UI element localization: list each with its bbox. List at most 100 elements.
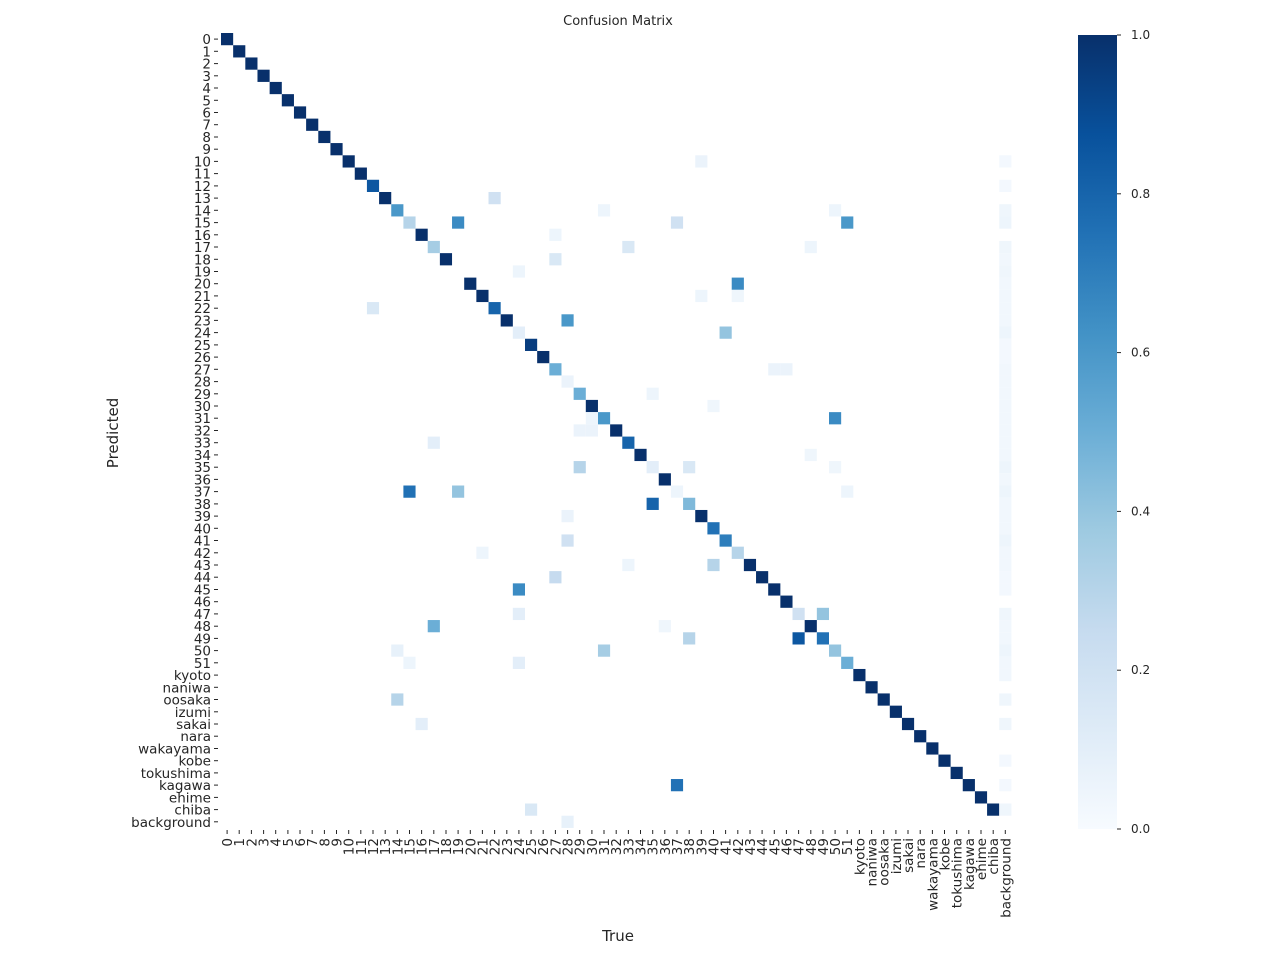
x-tick-label: 1 [232, 838, 248, 847]
x-tick-label: 44 [755, 838, 771, 855]
heatmap-cell [488, 302, 501, 315]
y-tick-label: 34 [194, 448, 211, 464]
y-tick-label: 51 [194, 656, 211, 672]
y-tick-label: 32 [194, 424, 211, 440]
heatmap-cell [683, 497, 696, 510]
heatmap-cell [670, 216, 684, 229]
y-tick-label: 18 [194, 252, 211, 268]
heatmap-cell [646, 497, 659, 510]
x-tick-label: 10 [342, 838, 358, 855]
heatmap-cell [415, 717, 428, 731]
y-axis-label: Predicted [104, 398, 122, 468]
heatmap-cell [999, 779, 1012, 792]
x-tick-label: 17 [427, 838, 443, 855]
heatmap-cell [829, 204, 842, 217]
y-tick-label: 3 [202, 69, 211, 85]
heatmap-cell [999, 265, 1012, 278]
heatmap-cell [938, 754, 951, 767]
heatmap-cell [999, 803, 1012, 816]
heatmap-cell [999, 485, 1012, 498]
heatmap-cell [512, 326, 525, 339]
heatmap-cell [792, 632, 805, 645]
x-tick-label: 23 [500, 838, 516, 855]
heatmap-cell [999, 363, 1012, 376]
x-tick-label: 27 [548, 838, 564, 855]
heatmap-cell [525, 803, 538, 816]
x-tick-label: kobe [938, 838, 954, 870]
heatmap-cell [999, 338, 1012, 351]
x-tick-label: 7 [305, 838, 321, 847]
y-tick-label: 19 [194, 265, 211, 281]
heatmap-cell [233, 45, 246, 58]
y-tick-label: oosaka [163, 693, 211, 709]
heatmap-cell [816, 607, 829, 621]
heatmap-cell [585, 399, 598, 413]
colorbar-tick-label: 0.8 [1131, 187, 1150, 201]
heatmap-cell [877, 693, 890, 706]
heatmap-cell [525, 338, 538, 351]
heatmap-cell [829, 412, 842, 425]
heatmap-cell [573, 424, 586, 437]
heatmap-cell [743, 558, 757, 572]
heatmap-cell [889, 705, 902, 718]
y-tick-label: 40 [194, 521, 211, 537]
heatmap-cell [804, 448, 817, 462]
heatmap-cell [829, 461, 842, 474]
heatmap-cell [512, 265, 525, 278]
heatmap-cell [999, 632, 1012, 645]
y-tick-label: 36 [194, 472, 211, 488]
heatmap-cell [999, 620, 1012, 633]
x-tick-label: chiba [986, 838, 1002, 875]
heatmap-cell [245, 57, 258, 70]
heatmap-cell [756, 571, 769, 584]
y-tick-label: 46 [194, 595, 211, 611]
heatmap-cell [999, 607, 1012, 621]
heatmap-cell [999, 216, 1012, 229]
y-tick-label: 44 [194, 570, 211, 586]
heatmap-cell [707, 399, 720, 413]
heatmap-cell [950, 766, 963, 780]
heatmap-cell [999, 522, 1012, 535]
x-tick-label: 46 [779, 838, 795, 855]
heatmap-cell [610, 424, 623, 437]
heatmap-cell [999, 644, 1012, 657]
heatmap-cell [999, 326, 1012, 339]
heatmap-cell [999, 424, 1012, 437]
colorbar [1078, 35, 1117, 829]
x-tick-label: 25 [524, 838, 540, 855]
heatmap-cell [731, 546, 744, 559]
heatmap-cell [695, 509, 708, 523]
x-tick-label: 49 [816, 838, 832, 855]
x-tick-label: tokushima [950, 838, 966, 908]
heatmap-cell [281, 94, 294, 107]
y-tick-label: izumi [175, 705, 211, 721]
heatmap-cell [391, 693, 404, 706]
y-tick-label: 35 [194, 460, 211, 476]
heatmap-cell [269, 81, 282, 95]
heatmap-cell [999, 668, 1012, 682]
heatmap-cell [804, 620, 817, 633]
heatmap-cell [707, 522, 720, 535]
x-tick-label: 24 [512, 838, 528, 855]
heatmap-cell [257, 69, 270, 82]
heatmap-cell [962, 779, 975, 792]
heatmap-cell [999, 534, 1012, 547]
heatmap-cell [573, 387, 586, 400]
x-tick-label: 42 [731, 838, 747, 855]
heatmap-cell [695, 289, 708, 303]
heatmap-cell [670, 485, 684, 498]
x-tick-label: 37 [670, 838, 686, 855]
x-tick-label: 8 [317, 838, 333, 847]
y-tick-label: 24 [194, 326, 211, 342]
heatmap-cell [999, 558, 1012, 572]
heatmap-cell [306, 118, 319, 131]
heatmap-cell [622, 558, 635, 572]
heatmap-cell [999, 240, 1012, 254]
heatmap-cell [999, 277, 1012, 290]
y-tick-label: kyoto [174, 668, 211, 684]
y-tick-label: 14 [194, 203, 211, 219]
heatmap-cell [658, 620, 671, 633]
x-tick-label: 4 [269, 838, 285, 847]
heatmap-cell [999, 497, 1012, 510]
heatmap-cell [221, 33, 234, 46]
